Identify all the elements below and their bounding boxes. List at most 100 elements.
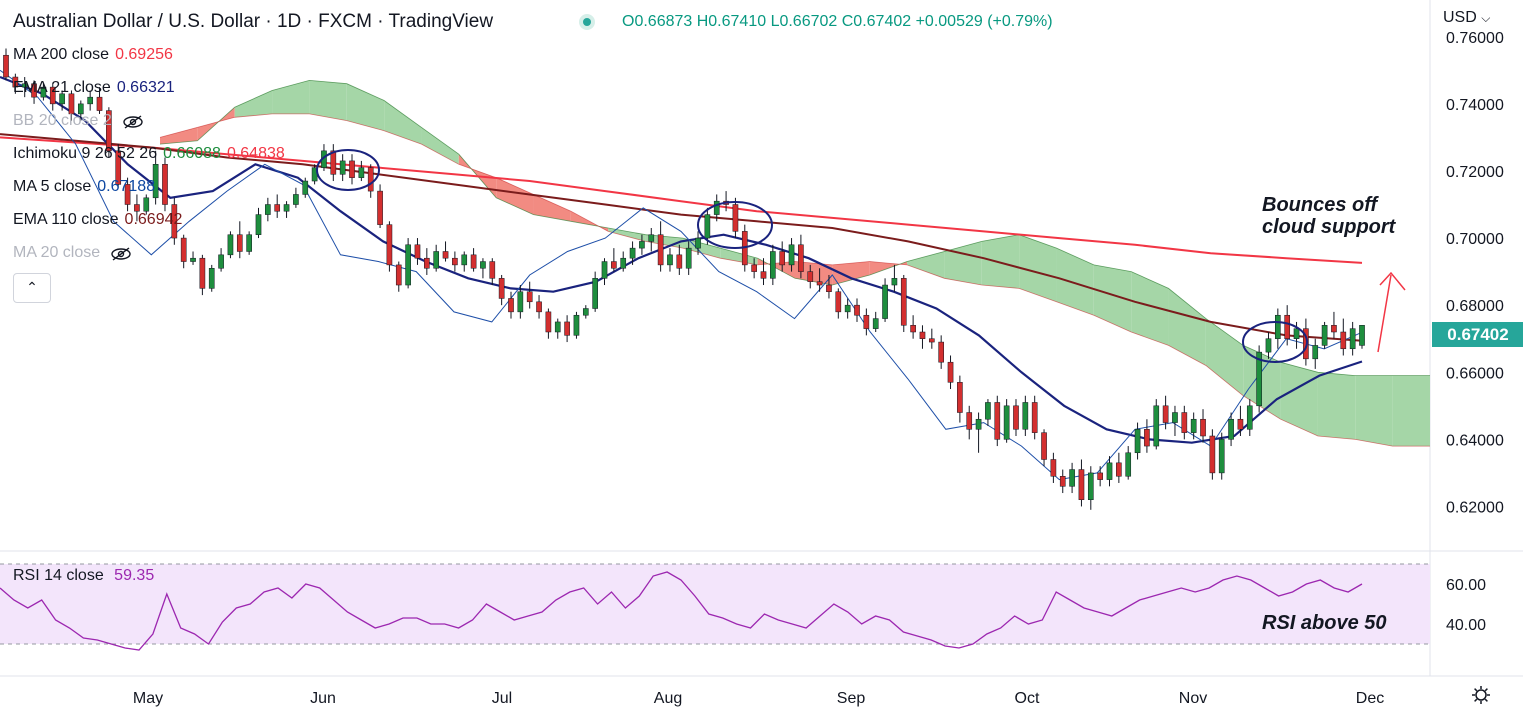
- candle: [1275, 308, 1281, 349]
- candle: [639, 234, 645, 255]
- candle-body: [1237, 418, 1244, 430]
- cloud-annotation-line2: cloud support: [1262, 216, 1396, 238]
- legend-item[interactable]: EMA 110 close 0.66942: [13, 211, 182, 229]
- senkou-span-b: [159, 113, 1430, 447]
- candle-body: [433, 251, 440, 269]
- price-tick-label: 0.66000: [1446, 365, 1504, 382]
- candle: [246, 231, 252, 255]
- eye-off-icon[interactable]: [110, 247, 132, 261]
- gear-icon[interactable]: [1472, 686, 1490, 704]
- rsi-pane: 60.00 40.00: [0, 563, 1486, 651]
- cloud-annotation: Bounces off cloud support: [1262, 194, 1395, 238]
- cloud-segment: [1093, 264, 1132, 332]
- candle-body: [59, 93, 65, 105]
- cloud-segment: [346, 83, 385, 131]
- candle-body: [1209, 435, 1216, 474]
- ohlc-readout: O0.66873 H0.67410 L0.66702 C0.67402 +0.0…: [622, 13, 1053, 30]
- price-tick-label: 0.74000: [1446, 97, 1504, 114]
- candle-body: [611, 261, 617, 269]
- candle-body: [676, 254, 683, 269]
- collapse-legend-button[interactable]: ⌃: [13, 273, 51, 303]
- candle: [171, 197, 178, 245]
- candle: [190, 251, 196, 265]
- legend-item[interactable]: MA 20 close: [13, 244, 132, 262]
- candle: [611, 248, 617, 272]
- candle: [1200, 409, 1206, 443]
- candle-body: [966, 412, 973, 430]
- candle-body: [21, 83, 28, 88]
- time-tick-label: Oct: [1015, 690, 1040, 707]
- legend-item[interactable]: Ichimoku 9 26 52 26 0.66088 0.64838: [13, 145, 285, 163]
- candle-body: [1059, 476, 1066, 487]
- candle: [1331, 311, 1337, 339]
- candle: [685, 241, 692, 275]
- legend-label: EMA 21 close: [13, 79, 111, 96]
- candle-body: [872, 318, 879, 329]
- candle: [966, 405, 973, 440]
- candle: [779, 241, 786, 272]
- candle-body: [12, 76, 19, 88]
- rsi-legend[interactable]: RSI 14 close 59.35: [13, 567, 154, 585]
- candle: [910, 315, 916, 339]
- candle: [77, 100, 84, 121]
- time-axis[interactable]: May Jun Jul Aug Sep Oct Nov Dec: [133, 690, 1384, 707]
- candle-body: [1013, 405, 1019, 430]
- highlight-ellipse: [697, 201, 773, 249]
- candle-body: [1331, 325, 1337, 333]
- candle: [770, 244, 776, 286]
- candle-body: [629, 247, 636, 259]
- candle-body: [1256, 351, 1262, 407]
- candle-body: [601, 261, 608, 279]
- candle: [816, 268, 823, 292]
- candle: [480, 258, 486, 279]
- candle: [844, 298, 851, 319]
- candle-body: [395, 264, 402, 286]
- candle: [442, 241, 449, 262]
- market-status-dot: [579, 14, 595, 30]
- candle-body: [115, 150, 122, 185]
- candle: [835, 288, 842, 319]
- candle: [526, 281, 533, 309]
- price-tick-label: 0.76000: [1446, 30, 1504, 47]
- legend-item[interactable]: MA 5 close 0.67188: [13, 178, 155, 196]
- up-arrow-annotation: [1377, 271, 1406, 353]
- currency-selector[interactable]: USD ⌵: [1443, 9, 1490, 27]
- candle-body: [143, 197, 150, 212]
- candle-body: [134, 204, 140, 212]
- candle: [1069, 462, 1075, 494]
- candle-body: [760, 271, 767, 279]
- candle-body: [882, 284, 888, 319]
- candle-body: [1321, 325, 1328, 346]
- candle-body: [957, 382, 963, 413]
- price-axis[interactable]: 0.76000 0.74000 0.72000 0.70000 0.68000 0.660…: [1446, 30, 1504, 517]
- legend-item[interactable]: BB 20 close 2: [13, 112, 144, 130]
- rsi-band: [0, 564, 1430, 644]
- candle: [96, 87, 103, 114]
- eye-off-icon[interactable]: [122, 115, 144, 129]
- candle-body: [265, 204, 271, 215]
- legend-item[interactable]: EMA 21 close 0.66321: [13, 79, 175, 97]
- legend-label: Ichimoku 9 26 52 26: [13, 145, 158, 162]
- legend-label: MA 5 close: [13, 178, 92, 195]
- rsi-line: [0, 571, 1363, 651]
- legend-item[interactable]: MA 200 close 0.69256: [13, 46, 173, 64]
- candle-body: [302, 180, 309, 195]
- candle-body: [358, 167, 365, 178]
- candle-body: [442, 251, 449, 259]
- candle-body: [124, 184, 131, 205]
- chart-title[interactable]: Australian Dollar / U.S. Dollar · 1D · F…: [13, 11, 494, 32]
- legend-label: EMA 110 close: [13, 211, 119, 228]
- candle: [59, 90, 65, 111]
- candle-body: [1022, 402, 1029, 430]
- rsi-legend-value: 59.35: [114, 567, 155, 584]
- candle: [629, 241, 636, 265]
- candle-body: [1050, 459, 1057, 477]
- candle-body: [1181, 412, 1188, 433]
- candle-body: [517, 291, 524, 313]
- candle: [21, 77, 28, 98]
- candle-body: [900, 278, 907, 326]
- candle-body: [480, 261, 486, 269]
- candle: [452, 251, 458, 272]
- candle-body: [1190, 418, 1197, 433]
